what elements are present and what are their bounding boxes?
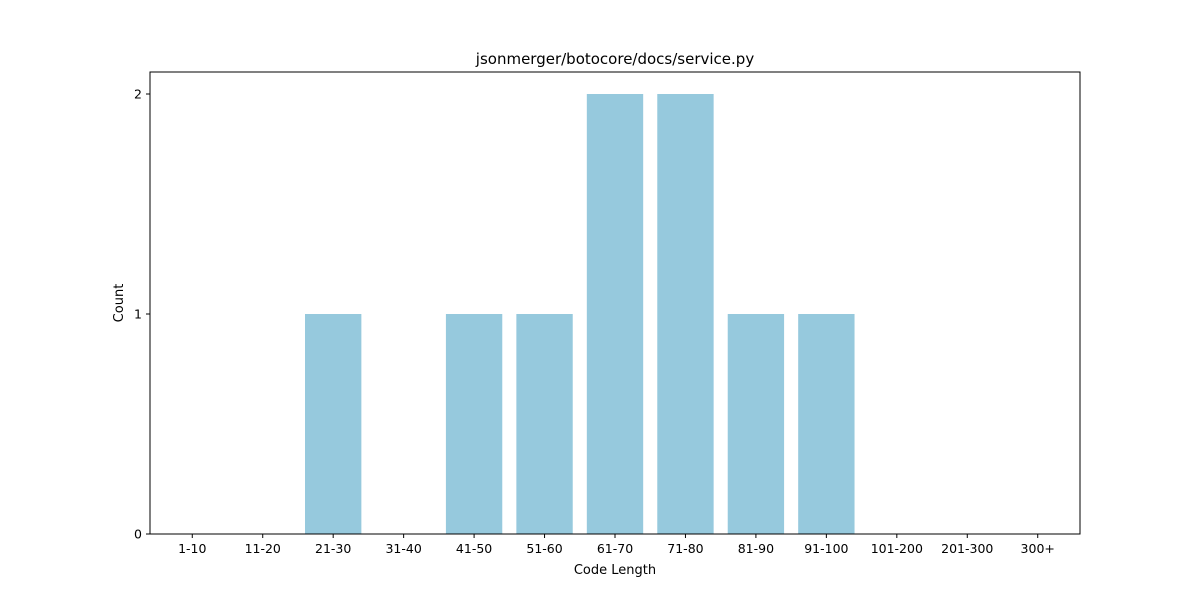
x-axis: 1-10 11-20 21-30 31-40 41-50 51-60 61-70 71-80 8… xyxy=(178,534,1055,556)
y-tick-label: 1 xyxy=(134,307,142,322)
x-tick-label: 51-60 xyxy=(526,541,562,556)
y-tick-label: 2 xyxy=(134,87,142,102)
x-tick-label: 41-50 xyxy=(456,541,492,556)
y-axis-label: Count xyxy=(112,284,127,323)
bar-61-70 xyxy=(586,94,644,534)
x-tick-label: 11-20 xyxy=(245,541,281,556)
bar-81-90 xyxy=(727,314,785,534)
bar-51-60 xyxy=(516,314,573,534)
x-tick-label: 71-80 xyxy=(667,541,703,556)
x-tick-label: 201-300 xyxy=(941,541,993,556)
bars xyxy=(305,94,855,534)
x-tick-label: 81-90 xyxy=(738,541,774,556)
x-tick-label: 300+ xyxy=(1021,541,1055,556)
x-tick-label: 61-70 xyxy=(597,541,633,556)
x-tick-label: 31-40 xyxy=(385,541,421,556)
x-tick-label: 21-30 xyxy=(315,541,351,556)
x-tick-label: 1-10 xyxy=(178,541,206,556)
y-tick-label: 0 xyxy=(134,527,142,542)
x-tick-label: 101-200 xyxy=(871,541,923,556)
x-tick-label: 91-100 xyxy=(804,541,848,556)
chart-title: jsonmerger/botocore/docs/service.py xyxy=(475,50,755,68)
bar-21-30 xyxy=(305,314,362,534)
bar-41-50 xyxy=(445,314,503,534)
bar-71-80 xyxy=(657,94,714,534)
bar-91-100 xyxy=(798,314,855,534)
y-axis: 0 1 2 xyxy=(134,87,150,542)
x-axis-label: Code Length xyxy=(574,563,656,578)
